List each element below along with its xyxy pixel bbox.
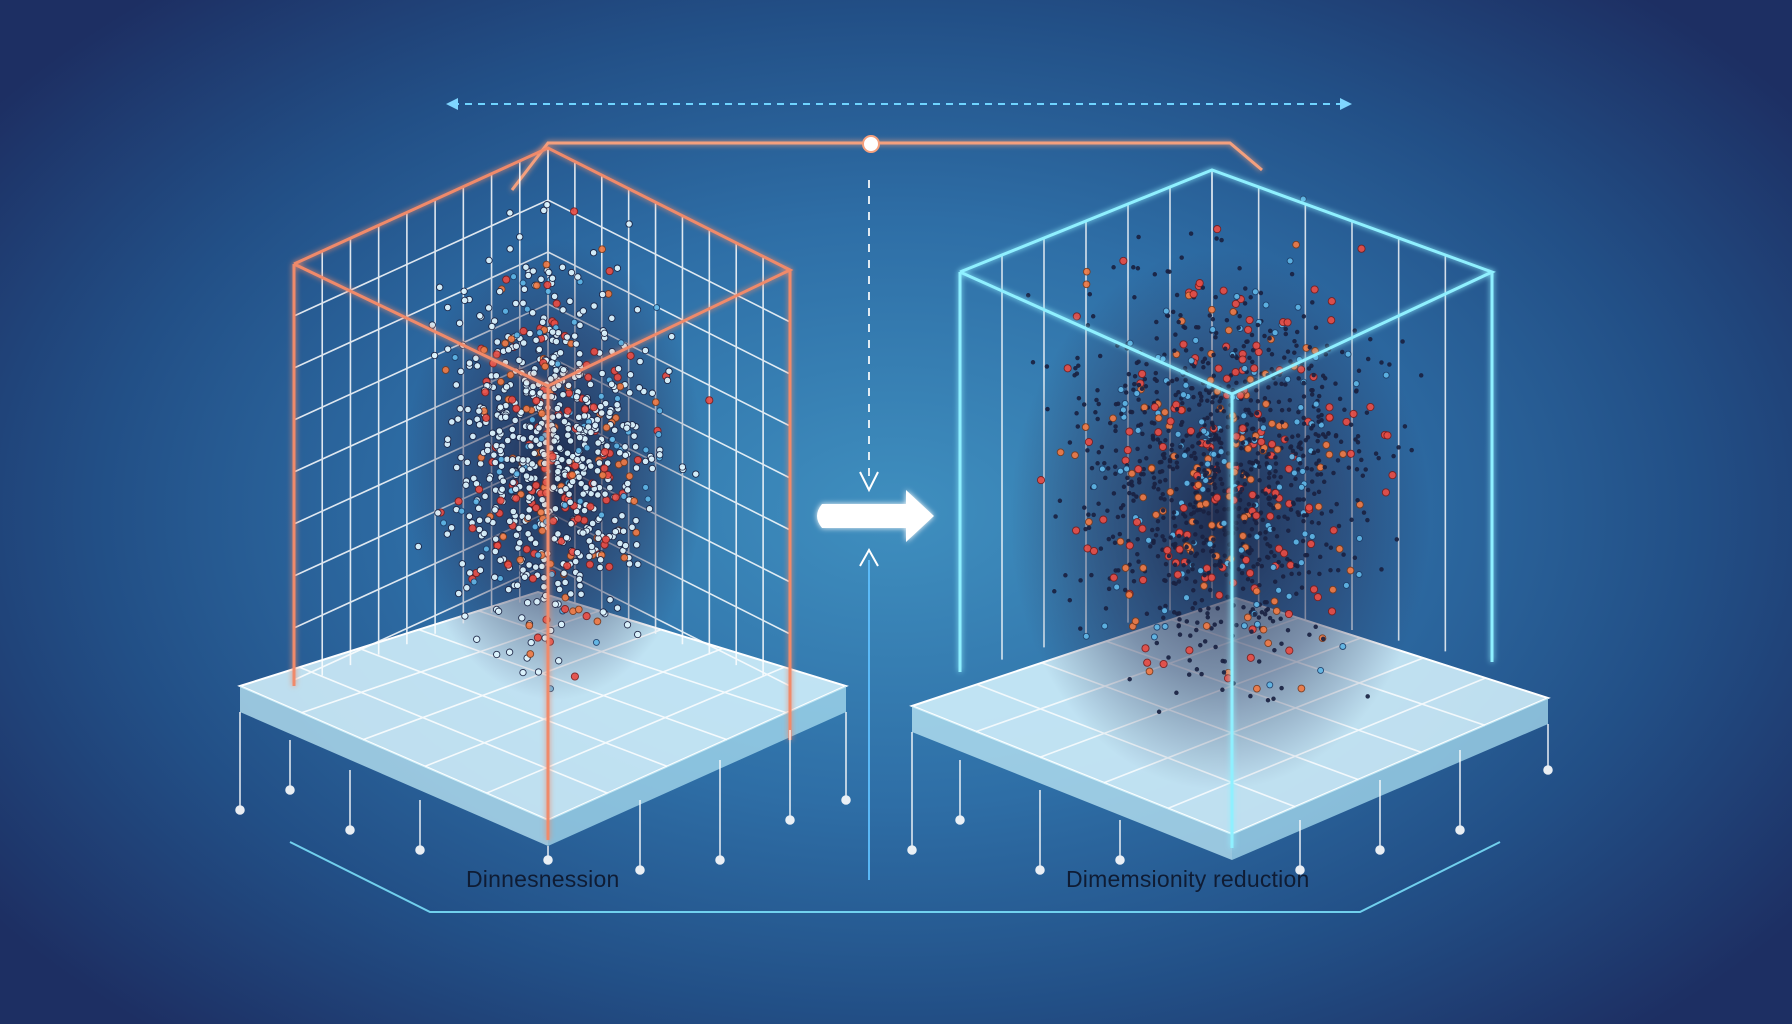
center-arrows xyxy=(817,180,934,880)
left-panel-label: Dinnesnession xyxy=(466,866,620,892)
connector-node-icon xyxy=(862,135,880,153)
right-panel-box xyxy=(909,168,1551,860)
top-connector xyxy=(446,98,1352,191)
left-panel-box xyxy=(237,146,849,846)
right-arrow-icon xyxy=(817,490,934,542)
bottom-bracket xyxy=(289,841,1501,913)
right-panel-label: Dimemsionity reduction xyxy=(1066,866,1310,892)
